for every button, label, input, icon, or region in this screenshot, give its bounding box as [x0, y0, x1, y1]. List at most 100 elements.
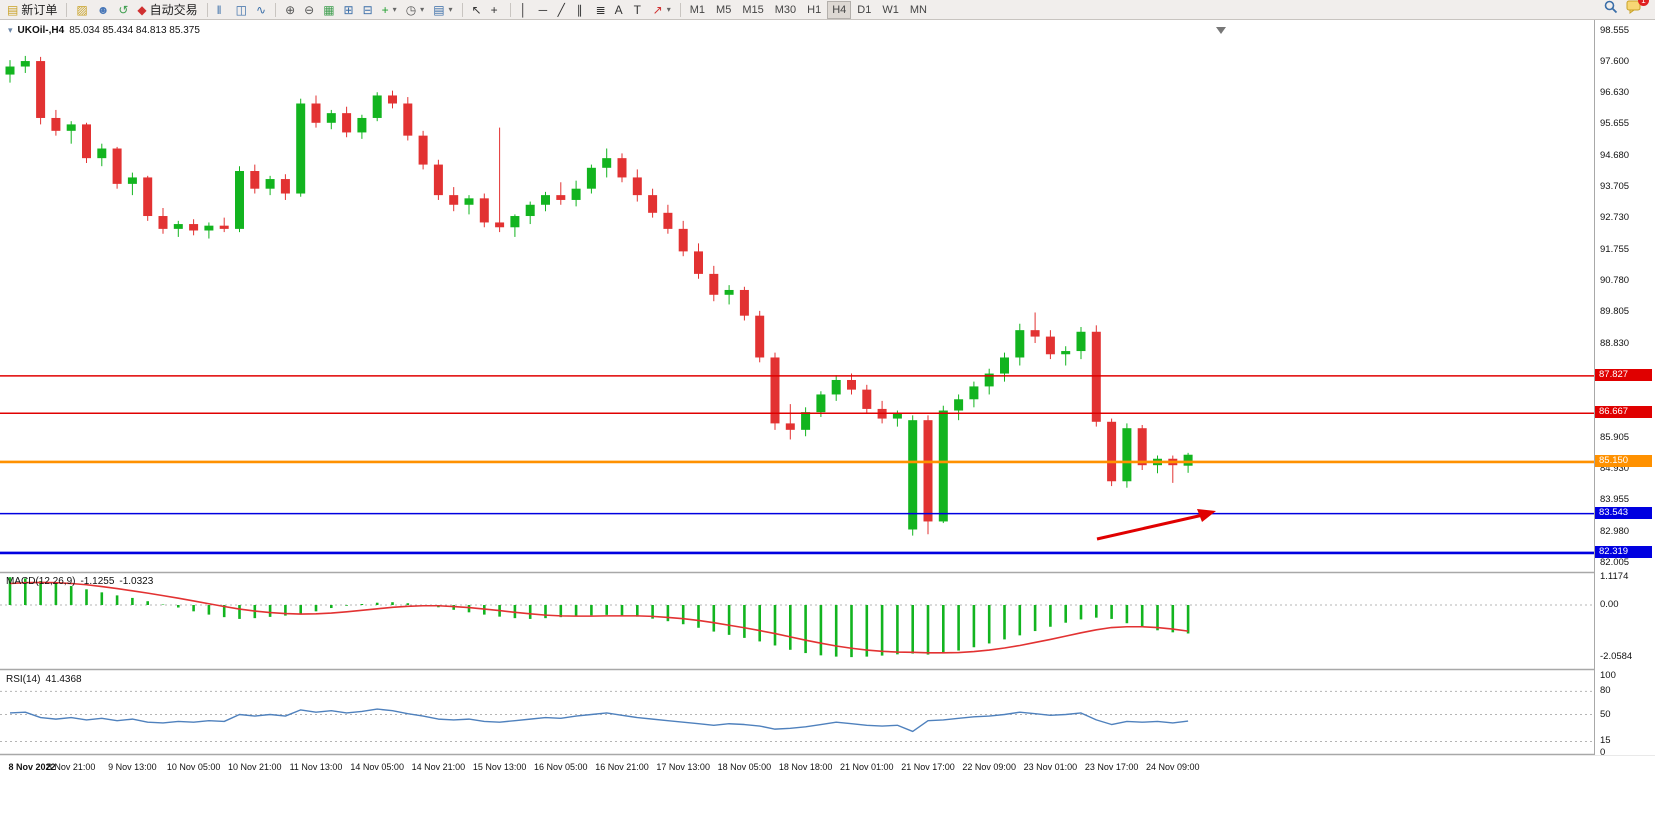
time-axis-label: 11 Nov 13:00 — [289, 762, 343, 772]
zoom-out-button[interactable]: ⊖ — [300, 1, 318, 19]
rsi-axis-label: 0 — [1600, 747, 1606, 758]
rsi-axis-label: 15 — [1600, 735, 1611, 747]
indicators-window-button[interactable]: ⊞ — [340, 1, 358, 19]
indicators-window-icon: ⊞ — [343, 2, 354, 17]
candlestick-chart-icon: ◫ — [235, 2, 247, 17]
zoom-out-icon: ⊖ — [304, 2, 315, 17]
timeframe-h1-button[interactable]: H1 — [802, 1, 826, 19]
new-order-button-label: 新订单 — [21, 3, 58, 17]
periods-button[interactable]: ◷ ▾ — [402, 1, 429, 19]
time-axis-label: 16 Nov 05:00 — [534, 762, 588, 772]
one-click-trading-toggle[interactable]: ▾ — [8, 25, 13, 35]
timeframe-w1-button[interactable]: W1 — [877, 1, 904, 19]
grid-button[interactable]: ▦ — [319, 1, 338, 19]
candlestick-chart-button[interactable]: ◫ — [232, 1, 251, 19]
time-axis-label: 17 Nov 13:00 — [656, 762, 710, 772]
layers-icon-icon: ▨ — [76, 2, 88, 17]
timeframe-m5-button[interactable]: M5 — [711, 1, 736, 19]
chart-canvas[interactable] — [0, 20, 1655, 780]
rsi-axis-label: 100 — [1600, 670, 1616, 681]
timeframe-d1-button[interactable]: D1 — [852, 1, 876, 19]
price-axis[interactable]: 98.555 97.600 96.630 95.655 94.680 93.705 92.7… — [1595, 20, 1655, 758]
price-lines[interactable] — [0, 375, 1594, 555]
search-icon[interactable] — [1604, 0, 1618, 19]
profile-icon-button[interactable]: ☻ — [93, 1, 114, 19]
toolbar: ▤ 新订单 ▨ ☻ ↺ ◆ 自动交易 ‖ ◫ ∿ ⊕ ⊖ ▦ ⊞ ⊟ + ▾ ◷ ▾ ▤ ▾ ↖ + │ ─ ╱ ∥ ≣ A T ↗ ▾ M1… — [0, 0, 1655, 20]
timeframe-h4-button[interactable]: H4 — [827, 0, 852, 19]
time-axis[interactable]: 8 Nov 2022 8 Nov 21:00 9 Nov 13:00 10 Nov 0… — [0, 762, 1594, 776]
time-axis-label: 15 Nov 13:00 — [472, 762, 527, 772]
price-tag: 85.150 — [1595, 454, 1652, 467]
line-chart-button[interactable]: ∿ — [252, 1, 270, 19]
rsi-line — [9, 708, 1189, 733]
text-button[interactable]: A — [611, 1, 629, 19]
new-order-icon: ▤ — [7, 2, 19, 17]
fibonacci-button[interactable]: ≣ — [592, 1, 610, 19]
templates-button[interactable]: ▤ ▾ — [429, 1, 456, 19]
timeframe-mn-button[interactable]: MN — [905, 1, 932, 19]
horizontal-line-icon: ─ — [538, 2, 548, 17]
notification-badge: 1 — [1638, 0, 1649, 6]
add-indicator-icon: + — [381, 2, 389, 17]
time-axis-label: 21 Nov 01:00 — [840, 762, 894, 772]
price-axis-label: 90.780 — [1600, 274, 1630, 286]
price-axis-label: 95.655 — [1600, 118, 1630, 130]
vertical-line-button[interactable]: │ — [516, 1, 534, 19]
toolbar-right: 1 — [1604, 0, 1652, 19]
price-axis-label: 96.630 — [1600, 86, 1630, 98]
symbol-info: ▾ UKOil-,H4 85.034 85.434 84.813 85.375 — [8, 25, 200, 36]
macd-histogram — [8, 577, 1190, 658]
pane-separators[interactable] — [0, 20, 1655, 756]
rsi-axis-label: 80 — [1600, 685, 1611, 697]
price-axis-label: 98.555 — [1600, 25, 1630, 36]
timeframe-m1-button[interactable]: M1 — [685, 1, 710, 19]
cursor-button[interactable]: ↖ — [468, 1, 486, 19]
macd-value-signal: -1.0323 — [119, 576, 154, 587]
price-axis-label: 83.955 — [1600, 494, 1630, 506]
time-axis-label: 8 Nov 21:00 — [46, 762, 96, 772]
price-tag: 82.319 — [1595, 545, 1652, 558]
auto-trading-button[interactable]: ◆ 自动交易 — [133, 1, 201, 19]
price-axis-label: 89.805 — [1600, 306, 1630, 318]
price-tag: 86.667 — [1595, 406, 1652, 419]
tile-windows-button[interactable]: ⊟ — [359, 1, 377, 19]
trendline-button[interactable]: ╱ — [554, 1, 572, 19]
sync-icon-button[interactable]: ↺ — [114, 1, 132, 19]
crosshair-button[interactable]: + — [487, 1, 505, 19]
annotation-arrow[interactable] — [1096, 509, 1216, 541]
timeframe-m30-button[interactable]: M30 — [770, 1, 801, 19]
channel-button[interactable]: ∥ — [573, 1, 591, 19]
sync-icon-icon: ↺ — [118, 2, 129, 17]
timeframe-m15-button[interactable]: M15 — [737, 1, 768, 19]
price-axis-label: 92.730 — [1600, 212, 1630, 224]
chat-icon[interactable]: 1 — [1626, 0, 1649, 19]
rsi-pane-label: RSI(14) 41.4368 — [6, 674, 82, 685]
text-label-button[interactable]: T — [630, 1, 648, 19]
time-axis-label: 8 Nov 2022 — [8, 762, 56, 772]
price-axis-label: 85.905 — [1600, 431, 1630, 443]
new-order-button[interactable]: ▤ 新订单 — [3, 1, 61, 19]
grid-icon: ▦ — [323, 2, 335, 17]
rsi-value: 41.4368 — [45, 674, 82, 685]
time-axis-label: 18 Nov 05:00 — [717, 762, 772, 772]
chart-shift-marker[interactable] — [1216, 27, 1226, 34]
bar-chart-icon: ‖ — [216, 2, 222, 17]
fibonacci-icon: ≣ — [595, 2, 606, 17]
time-axis-label: 21 Nov 17:00 — [901, 762, 955, 772]
horizontal-line-button[interactable]: ─ — [535, 1, 553, 19]
timeframe-buttons: M1 M5 M15 M30 H1 H4 D1 W1 MN — [685, 0, 932, 19]
toolbar-separator — [275, 2, 277, 17]
arrows-icon: ↗ — [652, 2, 663, 17]
zoom-in-button[interactable]: ⊕ — [281, 1, 299, 19]
rsi-axis-label: 50 — [1600, 708, 1611, 720]
add-indicator-button[interactable]: + ▾ — [378, 1, 401, 19]
macd-signal-line — [9, 581, 1189, 654]
caret-down-icon: ▾ — [420, 5, 425, 14]
toolbar-separator — [206, 2, 208, 17]
time-axis-label: 23 Nov 17:00 — [1084, 762, 1139, 772]
macd-indicator-name: MACD(12,26,9) — [6, 576, 76, 587]
layers-icon-button[interactable]: ▨ — [72, 1, 91, 19]
bar-chart-button[interactable]: ‖ — [213, 1, 231, 19]
arrows-button[interactable]: ↗ ▾ — [649, 1, 675, 19]
macd-pane-label: MACD(12,26,9) -1.1255 -1.0323 — [6, 576, 153, 587]
